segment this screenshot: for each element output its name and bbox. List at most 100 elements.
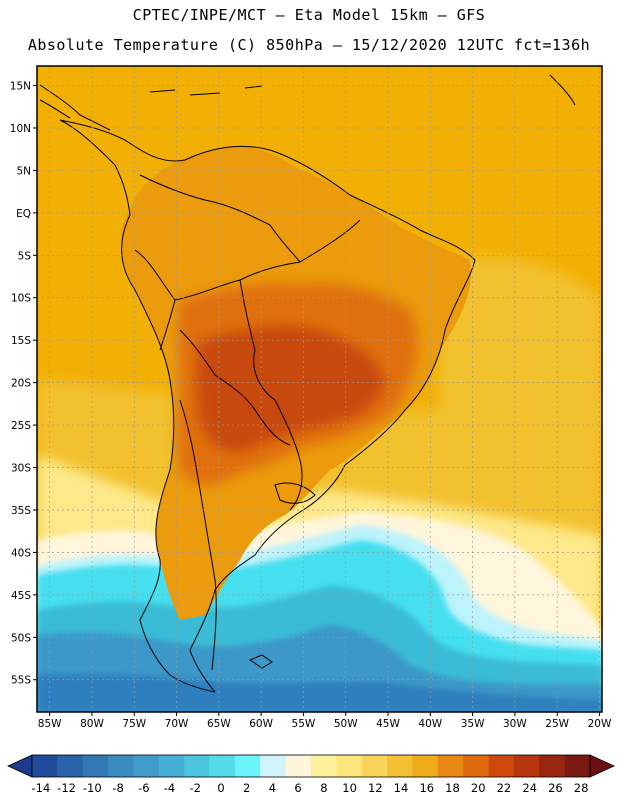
lat-label: 5N [16,165,31,177]
colorbar-swatch [488,755,515,777]
lat-label: 15N [10,81,31,93]
colorbar-swatch [260,755,286,777]
colorbar-swatch [209,755,236,777]
lon-label: 50W [334,718,358,730]
colorbar-label: 2 [243,781,250,795]
colorbar-swatch [57,755,84,777]
chart-title-line-1: CPTEC/INPE/MCT – Eta Model 15km – GFS [132,6,486,24]
lat-label: 55S [11,675,31,687]
colorbar-label: 24 [522,781,537,795]
lat-label: 50S [11,632,31,644]
lat-label: 40S [11,547,31,559]
colorbar-swatch [513,755,540,777]
border-colombia-venezuela [139,174,301,263]
colorbar-label: 20 [471,781,486,795]
border-bolivia-paraguay [179,329,291,446]
lon-label: 60W [249,718,273,730]
colorbar-swatch [133,755,160,777]
colorbar-swatch [158,755,185,777]
colorbar-label: 0 [217,781,224,795]
caribbean-islands [149,74,576,106]
colorbar-swatch [412,755,439,777]
lon-label: 55W [292,718,316,730]
colorbar-label: -10 [83,781,102,795]
lat-label: 35S [11,505,31,517]
lon-label: 85W [38,718,62,730]
graticule [37,66,602,712]
colorbar-label: -4 [164,781,175,795]
field-land-hottest [197,325,385,451]
lon-label: 75W [122,718,146,730]
longitude-labels: 85W 80W 75W 70W 65W 60W 55W 50W 45W 40W 35W 30W 25W 2… [38,712,612,730]
colorbar [7,754,615,778]
colorbar-label: -14 [32,781,51,795]
border-argentina [179,399,217,671]
colorbar-label: 22 [497,781,512,795]
colorbar-label: 8 [320,781,327,795]
lon-label: 45W [376,718,400,730]
colorbar-swatch [437,755,464,777]
lat-label: 10N [10,123,31,135]
border-central-america [39,84,111,131]
border-uruguay [274,482,316,504]
colorbar-label: 26 [548,781,563,795]
colorbar-min-arrow [7,754,33,778]
colorbar-swatch [361,755,388,777]
colorbar-label: -12 [57,781,76,795]
colorbar-label: -6 [138,781,149,795]
colorbar-label: -8 [112,781,123,795]
colorbar-label: 10 [342,781,357,795]
country-outlines [39,74,576,693]
field-subtropical-atlantic [440,257,602,440]
colorbar-max-arrow [589,754,615,778]
lat-label: EQ [16,208,31,220]
colorbar-label: -2 [189,781,200,795]
colorbar-swatch [311,755,337,777]
colorbar-labels: -14 -12 -10 -8 -6 -4 -2 0 2 4 6 8 10 12 14 16 18 20 22 24 26… [32,781,589,795]
lon-label: 35W [461,718,485,730]
lon-label: 20W [588,718,612,730]
border-brazil [174,219,361,511]
colorbar-swatch [82,755,109,777]
colorbar-swatch [463,755,489,777]
chart-title-line-2: Absolute Temperature (C) 850hPa – 15/12/… [27,36,591,54]
lat-label: 45S [11,590,31,602]
colorbar-swatch [108,755,134,777]
lon-label: 40W [418,718,442,730]
continent-outline [59,119,476,693]
lon-label: 30W [503,718,527,730]
lat-label: 5S [18,250,32,262]
colorbar-label: 18 [445,781,460,795]
lat-label: 15S [11,335,31,347]
lat-label: 10S [11,293,31,305]
field-deep-blue [37,673,602,712]
colorbar-swatch [285,755,312,777]
latitude-labels: 15N 10N 5N EQ 5S 10S 15S 20S 25S 30S 35S 40S 45S 50S 5… [10,81,37,687]
lat-label: 20S [11,378,31,390]
lat-label: 25S [11,420,31,432]
lon-label: 25W [545,718,569,730]
falkland-islands [248,654,273,669]
colorbar-label: 16 [419,781,434,795]
map-fields [37,66,602,712]
colorbar-label: 28 [574,781,589,795]
colorbar-label: 6 [294,781,301,795]
colorbar-swatch [234,755,261,777]
colorbar-label: 12 [368,781,383,795]
map-frame [36,65,603,713]
lat-label: 30S [11,463,31,475]
border-peru [134,249,176,351]
colorbar-swatch [539,755,565,777]
lon-label: 65W [207,718,231,730]
lon-label: 80W [80,718,104,730]
colorbar-swatch [184,755,210,777]
lon-label: 70W [165,718,189,730]
colorbar-label: 14 [394,781,409,795]
colorbar-swatch [336,755,363,777]
colorbar-swatch [387,755,413,777]
colorbar-label: 4 [269,781,276,795]
colorbar-swatch [32,755,58,777]
colorbar-swatch [564,755,591,777]
